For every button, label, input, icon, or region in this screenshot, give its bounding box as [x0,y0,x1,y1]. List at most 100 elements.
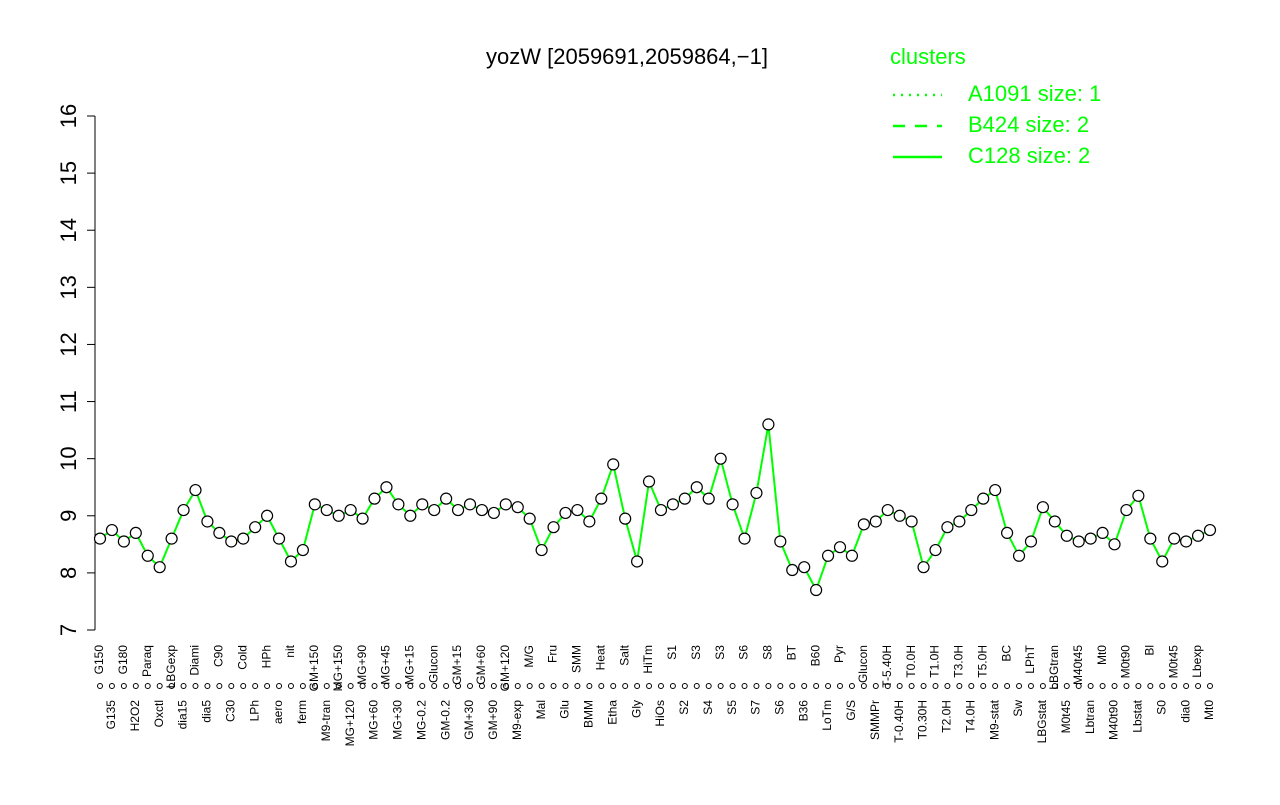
x-tick-label: S8 [761,645,775,660]
point [1000,526,1014,540]
point [1084,532,1097,545]
point [881,503,894,517]
tick-dot [335,683,342,689]
point [905,515,918,528]
tick-dot [180,683,187,689]
point [583,515,596,528]
tick-dot [705,683,712,689]
tick-dot [1087,683,1094,689]
tick-dot [287,683,294,689]
y-tick-label: 15 [56,161,81,185]
tick-dot [801,683,808,689]
tick-dot [729,683,736,689]
tick-dot [311,683,318,689]
tick-dot [741,683,748,689]
tick-dot [717,683,724,689]
point [929,543,942,557]
tick-dot [1159,683,1166,689]
x-tick-label: Heat [593,644,607,670]
point [440,492,453,505]
point [1156,555,1169,568]
tick-dot [108,683,115,689]
x-tick-label: T1.0H [928,645,942,678]
x-tick-label: T0.30H [916,700,930,739]
point [1168,532,1181,545]
x-tick-label: H2O2 [128,700,142,732]
tick-dot [872,683,879,689]
tick-dot [562,683,569,689]
tick-dot [825,683,832,689]
x-tick-label: SMMPr [868,700,882,740]
x-tick-label: MG+30 [391,700,405,740]
tick-dot [634,683,641,689]
x-tick-label: Fru [546,645,560,663]
point [666,498,680,511]
point [642,475,656,488]
point [1048,515,1061,528]
tick-dot [765,683,772,689]
point [917,561,930,574]
point [451,503,465,517]
point [105,523,119,537]
tick-dot [992,683,999,689]
y-tick-label: 11 [56,390,81,413]
tick-dot [956,683,963,689]
tick-dot [1147,683,1154,689]
x-tick-label: HiTm [641,645,655,674]
point [284,555,298,568]
x-tick-label: dia5 [200,700,214,723]
point [535,543,548,557]
point [1060,529,1073,542]
tick-dot [550,683,557,689]
tick-dot [359,683,366,689]
x-tick-label: HPh [259,645,273,668]
point [368,492,381,505]
x-tick-label: M0t45 [1166,645,1180,679]
x-tick-label: Glu [558,700,572,719]
point [869,515,882,528]
x-tick-label: S0 [1154,700,1168,715]
point [213,526,226,540]
tick-dot [347,683,354,689]
point [1108,538,1121,551]
x-tick-label: S2 [677,700,691,715]
point [225,535,238,548]
x-tick-label: S1 [665,645,679,660]
x-tick-label: M0t45 [1059,700,1073,734]
x-tick-label: S4 [701,700,715,715]
x-tick-label: M9-tran [319,700,333,741]
y-tick-label: 10 [56,446,81,470]
tick-dot [1099,683,1106,689]
point [392,498,405,511]
point [1036,501,1050,514]
point [1012,549,1026,562]
point [237,532,250,545]
tick-dot [383,683,390,689]
tick-dot [371,683,378,689]
tick-dot [1027,683,1034,689]
point [893,509,906,522]
point [320,503,333,517]
tick-dot [980,683,987,689]
tick-dot [97,683,103,689]
x-tick-label: G150 [92,645,106,675]
x-tick-label: Mt0 [1202,700,1216,720]
x-tick-label: Gly [629,700,643,718]
tick-dot [848,683,855,689]
point [356,512,369,525]
point [845,549,859,562]
tick-dot [908,683,915,689]
tick-dot [478,683,485,689]
point [857,518,870,531]
legend-label: B424 size: 2 [968,112,1089,137]
x-tick-label: T2.0H [940,700,954,733]
tick-dot [586,683,593,689]
x-tick-label: Bl [1142,645,1156,656]
tick-dot [419,683,426,689]
point [380,481,393,494]
x-tick-label: LPhT [1023,644,1037,673]
x-tick-label: C90 [212,645,226,667]
tick-dot [753,683,760,689]
tick-dot [132,683,139,689]
x-tick-label: MG+150 [331,645,345,692]
